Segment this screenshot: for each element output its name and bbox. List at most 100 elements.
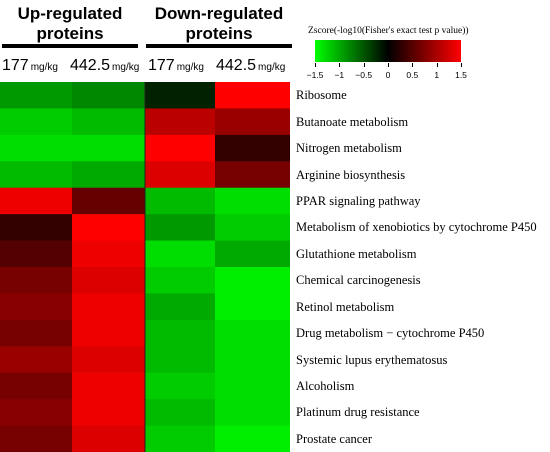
heatmap-cell bbox=[72, 267, 145, 294]
heatmap-cell bbox=[72, 319, 145, 347]
colorbar-tick-mark bbox=[388, 63, 389, 67]
down-regulated-title-line2: proteins bbox=[185, 24, 253, 43]
pathway-label: Ribosome bbox=[296, 88, 347, 103]
colorbar-tick-mark bbox=[461, 63, 462, 67]
heatmap-cell bbox=[0, 425, 72, 452]
pathway-label: Alcoholism bbox=[296, 378, 355, 393]
heatmap-cell bbox=[215, 319, 290, 347]
heatmap-cell bbox=[72, 425, 145, 452]
heatmap-cell bbox=[145, 399, 215, 427]
pathway-label: Platinum drug resistance bbox=[296, 405, 420, 420]
heatmap-cell bbox=[215, 399, 290, 427]
down-regulated-title-line1: Down-regulated bbox=[154, 4, 284, 23]
down-regulated-group-bar bbox=[146, 44, 292, 48]
heatmap-cell bbox=[145, 293, 215, 321]
heatmap-cell bbox=[72, 293, 145, 321]
heatmap-cell bbox=[72, 240, 145, 268]
heatmap-cell bbox=[0, 372, 72, 400]
colorbar-tick-label: 0.5 bbox=[406, 70, 419, 80]
colorbar-gradient bbox=[315, 40, 461, 62]
heatmap-cell bbox=[145, 372, 215, 400]
heatmap-cell bbox=[215, 108, 290, 136]
heatmap-grid bbox=[0, 82, 290, 452]
pathway-label: Glutathione metabolism bbox=[296, 246, 417, 261]
heatmap-cell bbox=[215, 267, 290, 294]
colorbar-tick-label: 1 bbox=[434, 70, 440, 80]
heatmap-cell bbox=[215, 214, 290, 242]
heatmap-cell bbox=[215, 82, 290, 109]
down-regulated-group-title: Down-regulated proteins bbox=[146, 4, 292, 44]
heatmap-cell bbox=[0, 187, 72, 215]
column-label-down-442: 442.5 mg/kg bbox=[216, 57, 286, 74]
heatmap-cell bbox=[0, 346, 72, 374]
colorbar-tick-mark bbox=[315, 63, 316, 67]
heatmap-cell bbox=[72, 346, 145, 374]
heatmap-cell bbox=[72, 82, 145, 109]
heatmap-cell bbox=[145, 319, 215, 347]
pathway-label: Systemic lupus erythematosus bbox=[296, 352, 448, 367]
heatmap-cell bbox=[0, 161, 72, 189]
heatmap-cell bbox=[145, 187, 215, 215]
heatmap-cell bbox=[72, 134, 145, 162]
heatmap-cell bbox=[145, 240, 215, 268]
heatmap-cell bbox=[0, 240, 72, 268]
colorbar-tick-label: −1 bbox=[334, 70, 345, 80]
heatmap-cell bbox=[215, 346, 290, 374]
heatmap-cell bbox=[145, 267, 215, 294]
heatmap-cell bbox=[0, 214, 72, 242]
colorbar-tick-label: −0.5 bbox=[355, 70, 373, 80]
heatmap-cell bbox=[72, 214, 145, 242]
heatmap-cell bbox=[72, 187, 145, 215]
pathway-label: Chemical carcinogenesis bbox=[296, 273, 421, 288]
heatmap-cell bbox=[215, 161, 290, 189]
column-label-up-442: 442.5 mg/kg bbox=[70, 57, 140, 74]
pathway-label: Arginine biosynthesis bbox=[296, 167, 406, 182]
pathway-label: Prostate cancer bbox=[296, 431, 373, 446]
up-regulated-title-line1: Up-regulated bbox=[17, 4, 123, 23]
colorbar-tick-mark bbox=[412, 63, 414, 67]
heatmap-cell bbox=[0, 319, 72, 347]
pathway-label: PPAR signaling pathway bbox=[296, 193, 421, 208]
heatmap-cell bbox=[145, 425, 215, 452]
column-label-up-177: 177 mg/kg bbox=[2, 57, 58, 74]
heatmap-cell bbox=[215, 372, 290, 400]
heatmap-cell bbox=[145, 108, 215, 136]
heatmap-cell bbox=[0, 108, 72, 136]
colorbar-tick-mark bbox=[436, 63, 438, 67]
heatmap-cell bbox=[0, 267, 72, 294]
colorbar-tick-mark bbox=[363, 63, 365, 67]
heatmap-cell bbox=[215, 134, 290, 162]
heatmap-cell bbox=[72, 399, 145, 427]
heatmap-cell bbox=[0, 399, 72, 427]
heatmap-cell bbox=[145, 82, 215, 109]
heatmap-cell bbox=[145, 346, 215, 374]
up-regulated-group-bar bbox=[2, 44, 138, 48]
heatmap-cell bbox=[0, 134, 72, 162]
heatmap-cell bbox=[0, 82, 72, 109]
colorbar-title: Zscore(-log10(Fisher's exact test p valu… bbox=[308, 26, 469, 36]
pathway-label: Nitrogen metabolism bbox=[296, 141, 402, 156]
heatmap-cell bbox=[215, 240, 290, 268]
colorbar-tick-label: −1.5 bbox=[306, 70, 324, 80]
heatmap-cell bbox=[145, 134, 215, 162]
up-regulated-title-line2: proteins bbox=[36, 24, 104, 43]
heatmap-cell bbox=[72, 372, 145, 400]
heatmap-cell bbox=[145, 214, 215, 242]
heatmap-cell bbox=[72, 108, 145, 136]
heatmap-cell bbox=[215, 187, 290, 215]
colorbar bbox=[315, 40, 461, 62]
colorbar-tick-mark bbox=[339, 63, 341, 67]
colorbar-tick-label: 0 bbox=[385, 70, 391, 80]
heatmap-cell bbox=[72, 161, 145, 189]
column-label-down-177: 177 mg/kg bbox=[148, 57, 204, 74]
up-regulated-group-title: Up-regulated proteins bbox=[2, 4, 138, 44]
heatmap-cell bbox=[145, 161, 215, 189]
pathway-label: Metabolism of xenobiotics by cytochrome … bbox=[296, 220, 537, 235]
heatmap-cell bbox=[215, 425, 290, 452]
pathway-label: Retinol metabolism bbox=[296, 299, 395, 314]
pathway-label: Drug metabolism − cytochrome P450 bbox=[296, 326, 485, 341]
colorbar-tick-label: 1.5 bbox=[455, 70, 467, 80]
heatmap-cell bbox=[215, 293, 290, 321]
heatmap-cell bbox=[0, 293, 72, 321]
